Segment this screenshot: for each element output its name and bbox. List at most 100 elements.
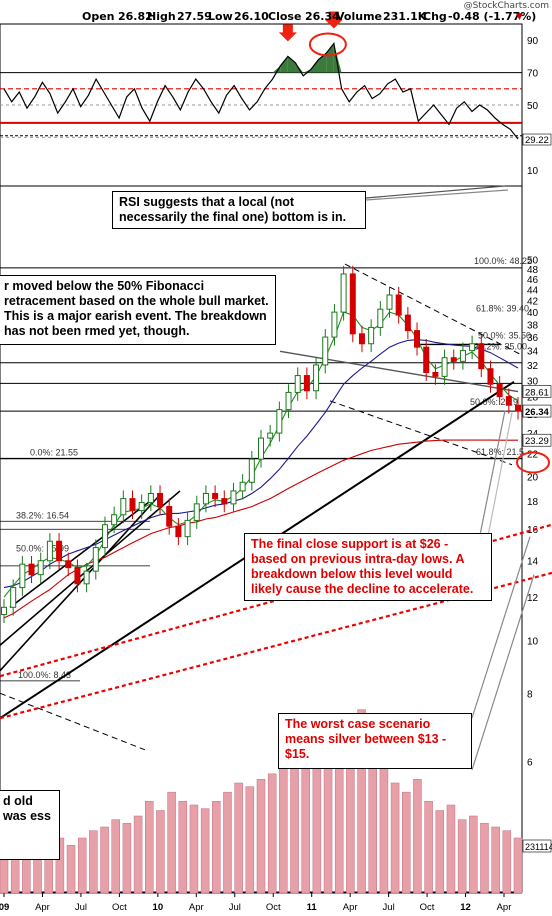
price-candle	[111, 514, 118, 526]
volume-bar	[145, 801, 154, 894]
support-annotation: The final close support is at $26 - base…	[244, 533, 492, 601]
price-tick-label: 32	[527, 361, 539, 372]
price-candle	[230, 490, 237, 505]
price-tick-label: 20	[527, 472, 539, 483]
open-label: Open	[82, 10, 115, 23]
rsi-overbought-fill	[333, 43, 342, 73]
price-candle	[331, 311, 338, 338]
volume-bar	[167, 791, 176, 894]
watermark: @StockCharts.com	[463, 1, 549, 11]
price-candle	[414, 330, 421, 348]
price-candle	[1, 606, 7, 616]
volume-bar	[457, 819, 467, 894]
rsi-overbought-fill	[287, 56, 296, 73]
volume-bar	[212, 801, 221, 894]
support-highlight-ellipse	[516, 451, 550, 474]
price-candle	[340, 273, 347, 313]
x-tick-label: 10	[153, 902, 164, 913]
volume-bar	[279, 764, 288, 894]
price-candle	[285, 391, 292, 411]
rsi-current-value: 29.22	[525, 135, 549, 146]
price-candle	[276, 409, 283, 434]
price-tick-label: 30	[527, 376, 539, 387]
channel-dashed-line	[0, 692, 146, 751]
volume-bar	[290, 760, 299, 894]
volume-bar	[379, 764, 389, 894]
rsi-value-box	[522, 133, 552, 146]
support-callout-line	[487, 412, 513, 537]
worst-case-annotation: The worst case scenario means silver bet…	[278, 713, 472, 769]
price-tick-label: 34	[527, 347, 539, 358]
rsi-overbought-fill	[280, 56, 288, 73]
low-value: 26.10	[234, 10, 269, 23]
volume-bar	[178, 801, 188, 894]
close-label: Close	[268, 10, 302, 23]
price-candle	[267, 432, 274, 439]
x-tick-label: Apr	[35, 902, 50, 913]
price-candle	[349, 273, 356, 335]
volume-bar	[502, 830, 512, 894]
volume-bar	[66, 845, 76, 894]
blue-moving-average	[3, 339, 519, 589]
price-tick-label: 18	[527, 497, 539, 508]
price-candle	[294, 375, 301, 393]
price-candle	[166, 506, 173, 527]
price-candle	[496, 383, 503, 398]
volume-bar	[156, 810, 165, 894]
price-candle	[322, 336, 329, 366]
volume-panel: 231114	[0, 709, 552, 894]
rsi-tick-label: 10	[527, 166, 539, 177]
price-candle	[303, 375, 310, 392]
price-candle	[450, 357, 457, 362]
volume-current-value: 231114	[525, 842, 552, 852]
worst-case-callout-line	[471, 574, 535, 771]
x-tick-label: Oct	[266, 902, 281, 913]
open-value: 26.82	[118, 10, 153, 23]
price-candle	[147, 492, 154, 504]
price-candle	[239, 481, 246, 492]
price-candle	[469, 343, 476, 352]
price-candle	[92, 547, 99, 572]
volume-bar	[234, 782, 243, 894]
red-arrow-icon	[324, 11, 343, 29]
channel-dashed-line	[344, 263, 521, 355]
high-label: High	[147, 10, 176, 23]
high-value: 27.59	[177, 10, 212, 23]
x-tick-label: Oct	[420, 902, 435, 913]
volume-bar	[446, 804, 456, 894]
price-axis-label: 28.61	[525, 387, 549, 398]
price-tick-label: 14	[527, 557, 539, 568]
early-trendline	[0, 490, 181, 646]
price-tick-label: 16	[527, 525, 539, 536]
price-candle	[101, 524, 108, 549]
volume-bar	[111, 819, 120, 894]
x-tick-label: 09	[0, 902, 9, 913]
chg-label: Chg	[423, 10, 447, 23]
chg-value: -0.48 (-1.77%)	[448, 10, 537, 23]
price-candle	[313, 364, 320, 392]
price-candle	[46, 540, 53, 562]
fib-label: 100.0%: 48.22	[474, 256, 532, 266]
price-candle	[404, 314, 411, 332]
price-candle	[175, 525, 182, 538]
volume-bar	[100, 826, 109, 894]
fib-label: 100.0%: 8.43	[18, 670, 71, 680]
volume-bar	[223, 791, 232, 894]
price-tick-label: 12	[527, 593, 539, 604]
price-tick-label: 10	[527, 636, 539, 647]
volume-bar	[200, 808, 210, 894]
volume-bar	[122, 823, 132, 894]
price-candle	[83, 570, 90, 585]
price-tick-label: 40	[527, 308, 539, 319]
price-tick-label: 36	[527, 333, 539, 344]
price-label-box	[522, 404, 552, 418]
price-candle	[193, 503, 200, 521]
price-candle	[184, 519, 191, 538]
volume-bar	[267, 773, 277, 894]
price-label-box	[522, 385, 552, 398]
price-tick-label: 28	[527, 393, 539, 404]
rsi-annotation: RSI suggests that a local (not necessari…	[112, 191, 366, 229]
price-tick-label: 42	[527, 297, 539, 308]
rsi-tick-label: 50	[527, 101, 539, 112]
x-tick-label: 11	[307, 902, 318, 913]
